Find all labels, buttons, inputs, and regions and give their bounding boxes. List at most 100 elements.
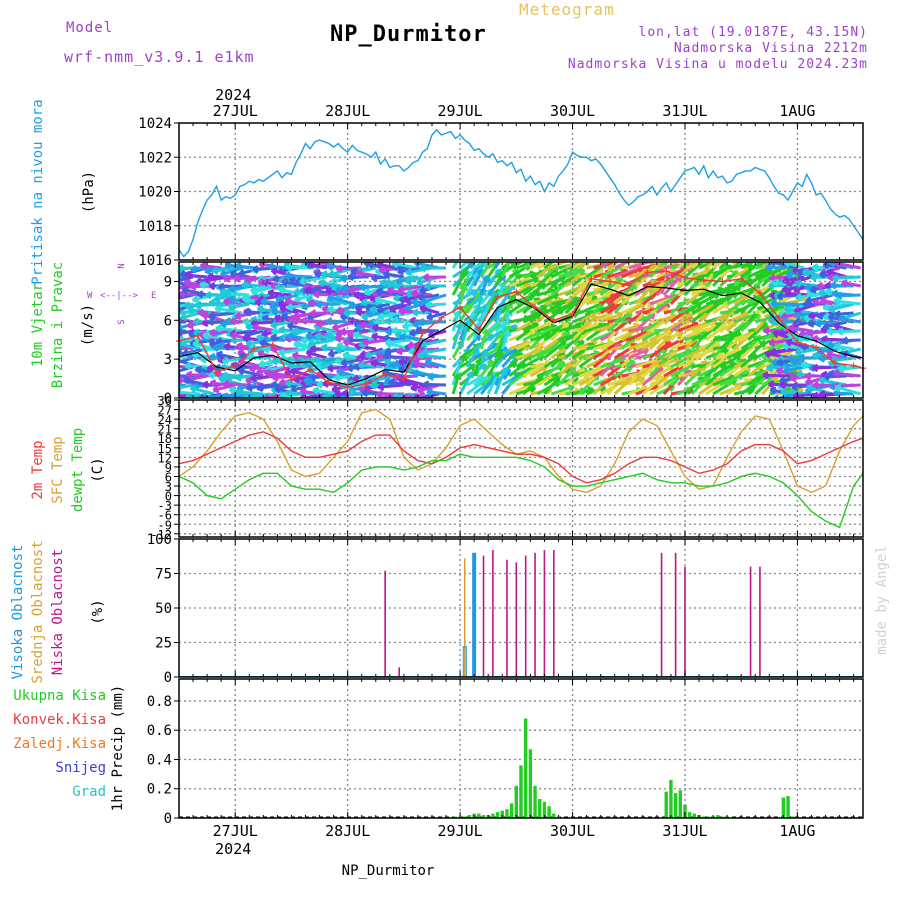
wind-arrow [479,329,489,350]
wind-arrow [628,385,648,396]
wind-arrow [318,280,341,288]
station-title: NP_Durmitor [330,22,487,47]
cloud-bar [543,550,546,677]
wind-arrow-head [195,365,203,374]
wind-arrow [308,338,334,346]
cloud-unit: (%) [90,599,106,624]
wind-arrow-head [172,368,178,374]
wind-arrow [837,329,861,334]
wind-arrow [190,386,215,396]
wind-arrow [705,352,724,369]
wind-arrow-head [160,374,165,380]
wind-arrow-head [214,324,222,333]
wind-arrow-head [767,380,775,389]
wind-arrow-head [405,267,413,277]
day-label-bottom: 31JUL [662,822,707,840]
wind-arrow-head [326,364,334,373]
wind-arrow [719,262,730,270]
day-label-bottom: 27JUL [213,822,258,840]
wind-gust-marker [363,380,370,387]
wind-arrow-head [228,295,236,304]
wind-arrow [397,376,426,387]
wind-arrow-head [278,286,286,295]
precip-bar [786,796,790,818]
wind-arrow [352,374,376,381]
wind-arrow-head [359,350,367,359]
precip-bar [552,813,556,818]
cloud-bar [552,550,555,677]
wind-arrow [218,284,243,289]
y-tick-label: 0.4 [147,752,172,768]
y-tick-label: 1018 [138,219,172,235]
wind-arrow-head [244,308,252,317]
wind-gust-marker [775,314,782,321]
wind-arrow [781,284,805,292]
wind-gust-marker [813,344,820,351]
y-tick-label: 6 [164,313,172,329]
wind-arrow-head [826,350,834,359]
wind-arrow-head [347,388,355,397]
coords-label: lon,lat (19.0187E, 43.15N) [638,25,868,40]
wind-arrow [185,273,208,279]
wind-arrow [543,360,566,378]
wind-arrow-head [811,363,819,373]
wind-arrow-head [285,263,292,272]
wind-arrow [179,383,187,387]
compass-n: N [117,263,127,268]
wind-gust-marker [344,384,351,391]
wind-arrow-head [228,284,236,293]
wind-arrow-head [347,286,355,295]
y-tick-label: 24 [158,413,172,427]
wind-arrow [179,295,180,297]
wind-arrow-head [272,274,280,283]
wind-arrow [586,323,606,333]
wind-arrow [833,371,861,378]
wind-arrow-head [202,331,210,340]
y-tick-label: 100 [147,532,172,548]
wind-arrow [698,262,717,270]
wind-arrow-head [266,358,274,367]
wind-arrow-head [300,336,308,345]
wind-arrow [641,279,658,297]
wind-arrow [550,278,573,297]
wind-arrow-head [766,363,773,372]
wind-arrow [550,385,575,396]
wind-arrow-head [225,373,233,383]
y-tick-label: 9 [165,461,172,475]
wind-arrow [765,265,791,270]
wind-arrow [179,311,187,316]
wind-arrow [828,360,847,369]
wind-arrow [252,266,278,271]
wind-arrow [418,353,447,360]
wind-arrow-head [286,303,294,312]
wind-arrow [543,262,555,270]
wind-arrow [216,352,236,360]
wind-arrow [466,262,478,270]
wind-arrow-head [818,376,826,385]
wind-arrow [179,320,187,324]
wind-arrow-head [283,271,291,280]
wind-arrow [705,262,716,270]
pressure-title: Pritisak na nivou mora [30,99,46,284]
wind-arrow-head [392,392,399,398]
wind-arrow-head [315,361,323,370]
wind-arrow-head [280,312,288,321]
wind-arrow-head [388,304,396,313]
wind-arrow [648,340,672,360]
wind-arrow [578,262,589,270]
wind-arrow-head [224,262,232,270]
wind-arrow-head [392,293,400,303]
day-label-top: 29JUL [438,102,483,120]
wind-arrow-head [360,298,368,307]
wind-arrow-head [309,344,317,354]
wind-arrow [782,275,805,283]
wind-arrow-head [242,334,250,343]
wind-arrow-head [190,264,197,274]
wind-arrow [754,347,775,360]
wind-arrow [747,265,770,279]
wind-arrow-head [325,332,332,341]
cloud-bar [472,552,477,677]
wind-arrow [508,343,530,360]
wind-arrow-head [187,305,194,315]
wind-arrow-head [424,300,432,310]
